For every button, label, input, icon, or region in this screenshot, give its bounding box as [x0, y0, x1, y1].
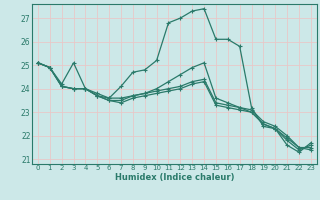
X-axis label: Humidex (Indice chaleur): Humidex (Indice chaleur)	[115, 173, 234, 182]
